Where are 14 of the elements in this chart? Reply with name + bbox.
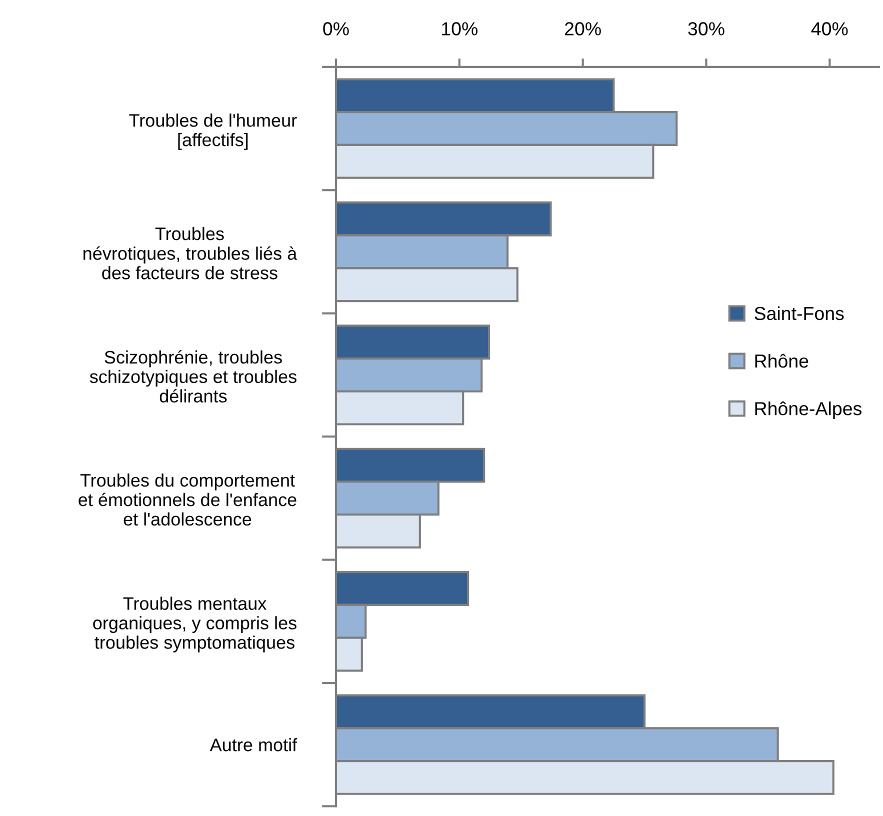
x-tick-label: 10% xyxy=(442,22,478,36)
x-tick-label: 40% xyxy=(811,22,848,36)
legend-label: Rhône xyxy=(755,354,808,368)
x-tick-label: 30% xyxy=(688,22,724,36)
legend-label: Saint-Fons xyxy=(754,306,844,320)
x-tick-label: 20% xyxy=(565,22,601,36)
x-tick-label: 0% xyxy=(323,22,349,36)
y-tick-label: Troubles mentaux organiques, y compris les troubles symptomatiques xyxy=(93,596,296,652)
legend-label: Rhône-Alpes xyxy=(755,401,862,419)
y-tick-label: Troubles névrotiques, troubles liés à des facteurs de stress xyxy=(84,226,298,280)
y-tick-label: Troubles du comportement et émotionnels de l'enfance et l'adolescence xyxy=(78,473,296,526)
y-tick-label: Scizophrénie, troubles schizotypiques et troubles délirants xyxy=(90,350,296,403)
y-tick-label: Autre motif xyxy=(210,738,298,752)
y-tick-label: Troubles de l'humeur [affectifs] xyxy=(129,114,297,150)
